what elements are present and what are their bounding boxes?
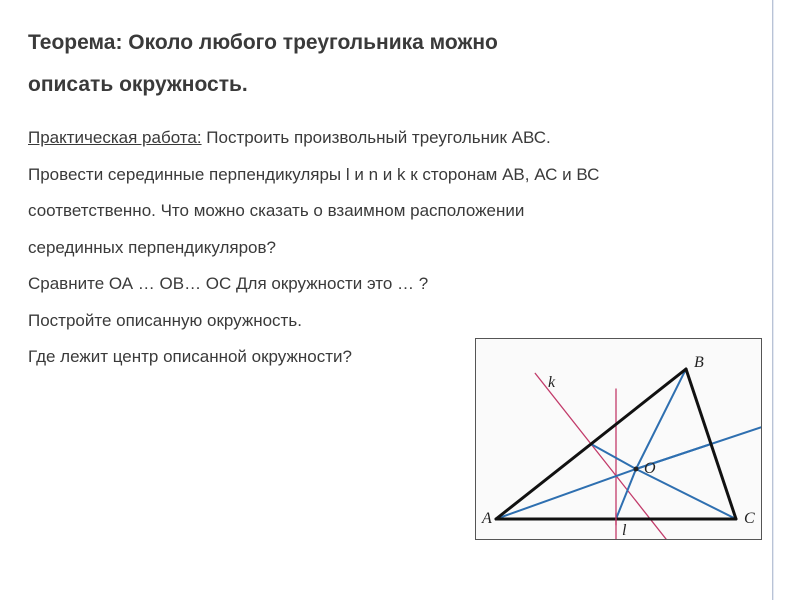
svg-text:k: k xyxy=(548,374,556,391)
body-p1: Практическая работа: Построить произволь… xyxy=(28,120,760,157)
theorem-line-1: Теорема: Около любого треугольника можно xyxy=(28,31,498,54)
svg-text:l: l xyxy=(622,522,627,539)
svg-text:B: B xyxy=(694,354,704,371)
triangle-figure: A B C Ok l xyxy=(475,338,762,540)
svg-text:O: O xyxy=(644,460,656,477)
theorem-line-2: описать окружность. xyxy=(28,73,248,96)
body-p5: Сравните ОА … ОВ… ОС Для окружности это … xyxy=(28,266,760,303)
theorem-text: Теорема: Около любого треугольника можно… xyxy=(28,22,760,106)
body-p4: серединных перпендикуляров? xyxy=(28,230,760,267)
svg-text:C: C xyxy=(744,510,755,527)
body-p6: Постройте описанную окружность. xyxy=(28,303,760,340)
svg-text:A: A xyxy=(481,510,492,527)
body-p2: Провести серединные перпендикуляры l и n… xyxy=(28,157,760,194)
slide: Теорема: Около любого треугольника можно… xyxy=(0,0,800,600)
triangle-svg: A B C Ok l xyxy=(476,339,761,539)
body-p3: соответственно. Что можно сказать о взаи… xyxy=(28,193,760,230)
body-p1-rest: Построить произвольный треугольник АВС. xyxy=(202,128,551,147)
right-divider xyxy=(772,0,774,600)
practical-work-label: Практическая работа: xyxy=(28,128,202,147)
